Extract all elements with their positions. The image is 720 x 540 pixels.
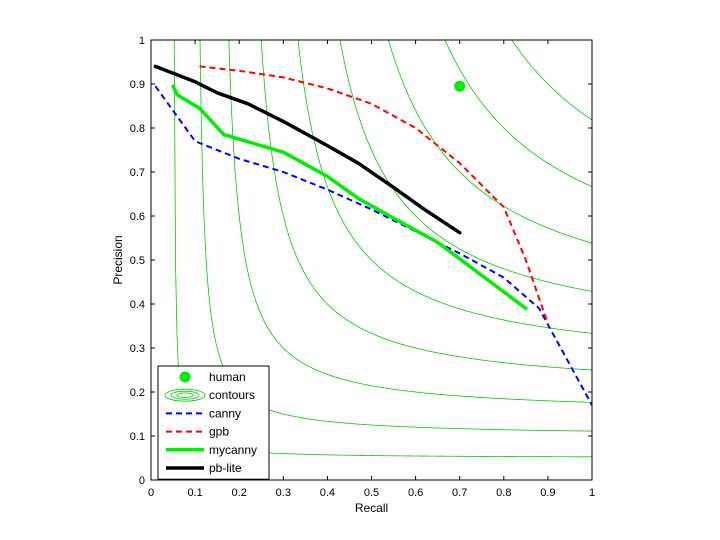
y-tick-label: 0.5 <box>130 255 145 267</box>
legend-item-canny: canny <box>166 406 241 420</box>
x-tick-label: 0.8 <box>496 487 511 499</box>
legend-box <box>157 365 270 480</box>
legend-item-mycanny: mycanny <box>166 443 257 457</box>
y-tick-label: 0.4 <box>130 299 145 311</box>
x-tick-label: 0.4 <box>320 487 335 499</box>
series-line-canny <box>154 85 592 406</box>
legend-swatch <box>170 390 200 400</box>
iso-f-contour <box>260 40 592 371</box>
y-tick-label: 0.3 <box>130 343 145 355</box>
iso-f-contour <box>297 40 592 334</box>
y-tick-label: 0.1 <box>130 431 145 443</box>
legend-label: gpb <box>209 425 229 439</box>
legend-swatch <box>176 392 194 398</box>
iso-f-contour <box>339 40 592 292</box>
y-tick-label: 0.7 <box>130 167 145 179</box>
y-tick-label: 1 <box>139 35 145 47</box>
legend-label: human <box>209 370 246 384</box>
iso-f-contour <box>511 40 592 121</box>
legend-label: pb-lite <box>209 461 242 475</box>
series-point-human <box>454 80 466 92</box>
x-tick-label: 0.2 <box>232 487 247 499</box>
legend-item-gpb: gpb <box>166 425 229 439</box>
series-line-pb-lite <box>153 64 462 235</box>
series-line-gpb <box>199 65 549 325</box>
iso-f-contour <box>228 40 592 403</box>
iso-f-contour <box>388 40 592 244</box>
y-tick-label: 0.6 <box>130 211 145 223</box>
y-tick-label: 0.8 <box>130 123 145 135</box>
y-tick-label: 0.9 <box>130 79 145 91</box>
legend-item-contours: contours <box>164 388 255 402</box>
x-tick-label: 0.3 <box>276 487 291 499</box>
x-tick-label: 1 <box>589 487 595 499</box>
legend-swatch <box>179 371 191 383</box>
y-tick-label: 0 <box>139 475 145 487</box>
y-axis-label: Precision <box>111 235 125 284</box>
legend-label: contours <box>209 388 255 402</box>
legend-item-pb-lite: pb-lite <box>166 461 242 475</box>
legend-swatch <box>164 388 206 402</box>
x-tick-label: 0.9 <box>540 487 555 499</box>
series-line-mycanny <box>171 84 528 311</box>
series-layer <box>153 64 592 406</box>
iso-f-contour <box>444 40 592 188</box>
legend-label: mycanny <box>209 443 257 457</box>
x-tick-label: 0.7 <box>452 487 467 499</box>
x-axis-label: Recall <box>355 501 388 515</box>
x-tick-label: 0 <box>148 487 154 499</box>
y-tick-label: 0.2 <box>130 387 145 399</box>
tick-layer: 0 0.1 0.2 0.3 0.4 0.5 0.6 0.7 0.8 0.9 1 0 0.1 0.2 0.3 0… <box>130 35 595 499</box>
x-tick-label: 0.1 <box>187 487 202 499</box>
legend: human contours canny gpb mycanny pb-lite <box>157 365 270 480</box>
legend-label: canny <box>209 406 241 420</box>
x-tick-label: 0.6 <box>408 487 423 499</box>
legend-item-human: human <box>179 370 246 384</box>
x-tick-label: 0.5 <box>364 487 379 499</box>
